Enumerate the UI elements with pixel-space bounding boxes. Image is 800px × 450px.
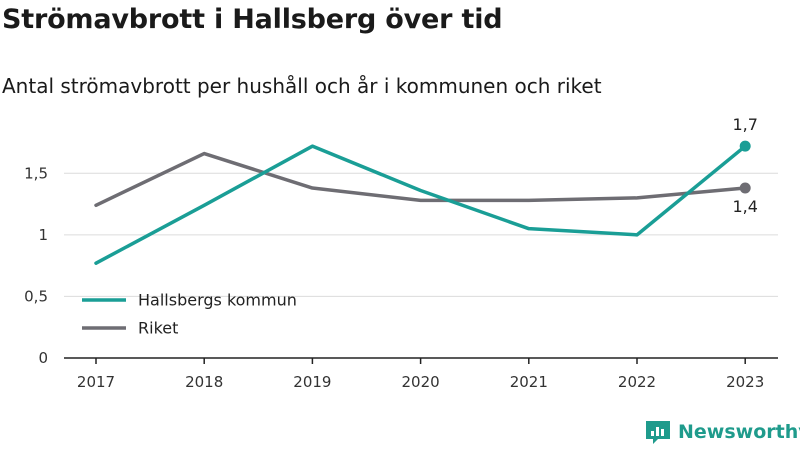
series-lines — [94, 144, 747, 265]
x-tick-label: 2020 — [402, 373, 440, 391]
data-label-riket: 1,4 — [732, 197, 757, 216]
x-tick-label: 2017 — [77, 373, 115, 391]
brand-name: Newsworthy — [678, 421, 800, 443]
y-tick-label: 1 — [38, 226, 48, 244]
x-tick-label: 2019 — [293, 373, 331, 391]
legend-label: Hallsbergs kommun — [138, 291, 297, 310]
y-tick-label: 1,5 — [24, 164, 48, 182]
brand: Newsworthy — [644, 418, 800, 446]
data-label-hallsberg: 1,7 — [732, 115, 757, 134]
chart-title: Strömavbrott i Hallsberg över tid — [2, 4, 503, 35]
series-line-hallsberg — [94, 144, 747, 265]
x-tick-label: 2018 — [185, 373, 223, 391]
x-tick-label: 2021 — [510, 373, 548, 391]
y-axis-ticks: 0 0,5 1 1,5 — [24, 164, 48, 367]
chart-subtitle: Antal strömavbrott per hushåll och år i … — [2, 74, 602, 98]
y-tick-label: 0,5 — [24, 287, 48, 305]
x-tick-label: 2022 — [618, 373, 656, 391]
end-point-riket — [739, 182, 751, 194]
newsworthy-logo-icon — [646, 421, 670, 444]
legend: Hallsbergs kommun Riket — [82, 291, 297, 338]
series-line-riket — [94, 151, 747, 208]
gridlines — [64, 172, 778, 297]
y-tick-label: 0 — [38, 349, 48, 367]
end-points: 1,7 1,4 — [732, 115, 757, 216]
x-tick-label: 2023 — [726, 373, 764, 391]
legend-label: Riket — [138, 319, 178, 338]
x-axis-ticks: 2017 2018 2019 2020 2021 2022 2023 — [77, 358, 764, 391]
end-point-hallsberg — [739, 140, 751, 152]
